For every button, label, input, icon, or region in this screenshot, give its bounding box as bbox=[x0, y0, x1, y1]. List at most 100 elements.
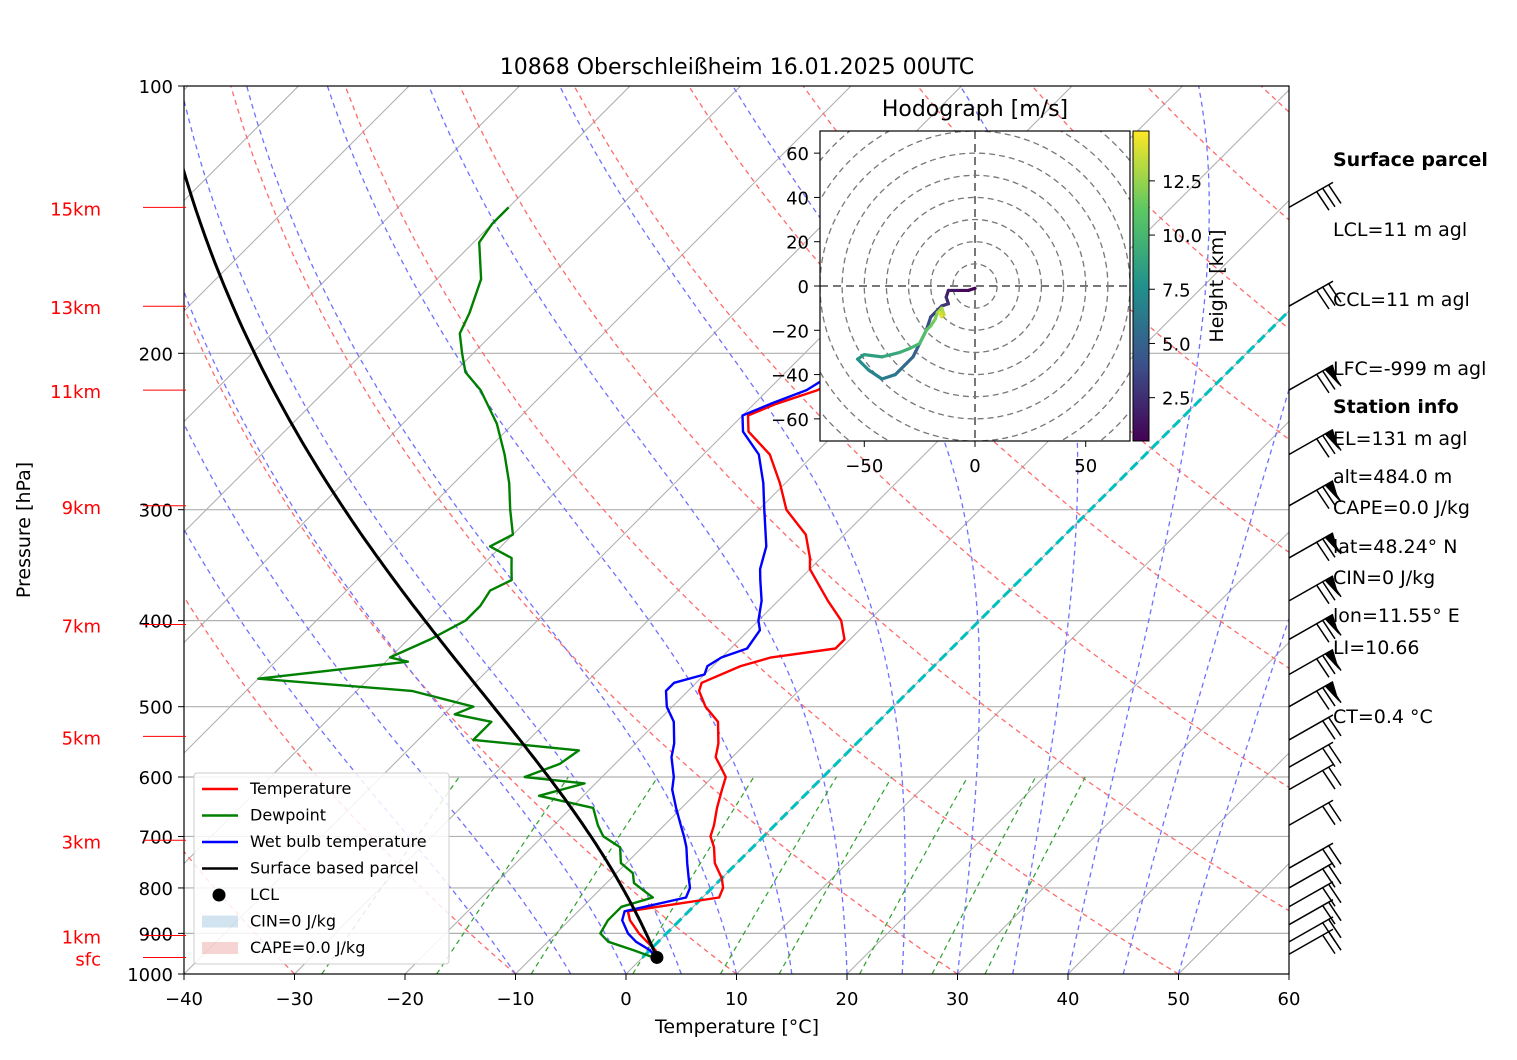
barb-line bbox=[1322, 655, 1336, 675]
hodograph-y-tick-label: −60 bbox=[771, 410, 809, 431]
freezing-level-line bbox=[641, 308, 1289, 959]
barb-line bbox=[1322, 887, 1336, 907]
barb-staff bbox=[1288, 428, 1334, 456]
x-tick-label: 50 bbox=[1167, 989, 1190, 1010]
barb-line bbox=[1328, 432, 1342, 451]
barb-staff bbox=[1288, 181, 1334, 209]
y-tick-label: 200 bbox=[139, 344, 173, 365]
barb-line bbox=[1322, 287, 1336, 307]
barb-line bbox=[1316, 623, 1330, 643]
wind-barb bbox=[1288, 480, 1342, 510]
barb-flag bbox=[1325, 480, 1339, 501]
barb-flag bbox=[1325, 365, 1339, 386]
barb-line bbox=[1328, 865, 1342, 885]
wind-barb bbox=[1288, 280, 1342, 310]
barb-line bbox=[1316, 585, 1330, 605]
colorbar bbox=[1132, 130, 1150, 442]
barb-staff bbox=[1288, 648, 1334, 676]
x-tick-label: 20 bbox=[836, 989, 859, 1010]
barb-line bbox=[1322, 371, 1336, 390]
legend-swatch-patch bbox=[202, 915, 238, 928]
wind-barb bbox=[1288, 364, 1342, 394]
barb-staff bbox=[1288, 681, 1334, 708]
wind-barb bbox=[1288, 613, 1342, 643]
wind-barb bbox=[1288, 763, 1342, 791]
isotherm-line bbox=[515, 199, 1289, 974]
barb-staff bbox=[1288, 575, 1334, 602]
si-line: lon=11.55° E bbox=[1333, 605, 1460, 628]
hodograph-x-tick-label: 0 bbox=[969, 456, 980, 477]
si-line: lat=48.24° N bbox=[1333, 535, 1458, 558]
moist-adiabat bbox=[184, 289, 627, 974]
barb-flag bbox=[1325, 681, 1339, 702]
barb-staff bbox=[1288, 280, 1334, 307]
barb-line bbox=[1322, 905, 1336, 925]
sp-line: CAPE=0.0 J/kg bbox=[1333, 497, 1470, 520]
isotherm-line bbox=[184, 86, 410, 312]
barb-line bbox=[1328, 931, 1342, 951]
barb-line bbox=[1328, 367, 1342, 387]
wind-barb bbox=[1288, 842, 1342, 869]
legend-label: CAPE=0.0 J/kg bbox=[250, 938, 365, 957]
barb-line bbox=[1322, 486, 1336, 506]
x-tick-label: 60 bbox=[1278, 989, 1301, 1010]
barb-line bbox=[1328, 283, 1342, 303]
wind-barb bbox=[1288, 428, 1342, 458]
barb-line bbox=[1328, 744, 1342, 764]
hodograph-y-tick-label: 60 bbox=[786, 144, 809, 165]
barb-flag bbox=[1325, 575, 1339, 596]
hodograph-segment bbox=[862, 353, 884, 359]
station-info-panel: Station info alt=484.0 m lat=48.24° N lo… bbox=[1333, 350, 1460, 652]
barb-line bbox=[1322, 748, 1336, 768]
barb-staff bbox=[1288, 741, 1334, 768]
legend-label: Surface based parcel bbox=[250, 859, 419, 878]
colorbar-tick-label: 10.0 bbox=[1162, 226, 1202, 247]
hodograph-bg bbox=[820, 131, 1130, 441]
hodograph-x-tick-label: 50 bbox=[1074, 456, 1097, 477]
barb-line bbox=[1328, 617, 1342, 636]
wind-barb bbox=[1288, 575, 1342, 605]
wind-barb bbox=[1288, 648, 1342, 678]
surface-parcel-panel: Surface parcel LCL=11 m agl CCL=11 m agl… bbox=[1333, 103, 1488, 753]
wind-barb bbox=[1288, 532, 1342, 562]
y-axis-label: Pressure [hPa] bbox=[13, 462, 35, 598]
y-tick-label: 900 bbox=[139, 924, 173, 945]
barb-line bbox=[1322, 687, 1336, 707]
legend-label: Dewpoint bbox=[250, 806, 326, 825]
wind-barb bbox=[1288, 181, 1342, 211]
mixing-ratio-line bbox=[859, 776, 969, 974]
wind-barb bbox=[1288, 881, 1342, 908]
barb-line bbox=[1322, 868, 1336, 888]
wind-barb bbox=[1288, 799, 1342, 826]
barb-line bbox=[1328, 919, 1342, 939]
surface-parcel-header: Surface parcel bbox=[1333, 149, 1488, 172]
barb-line bbox=[1328, 902, 1342, 922]
hodograph-ring bbox=[885, 196, 1065, 376]
isotherm-line bbox=[846, 531, 1289, 974]
isotherm-line bbox=[184, 86, 631, 533]
barb-line bbox=[1316, 691, 1330, 710]
wind-barb bbox=[1288, 681, 1342, 710]
mixing-ratio-line bbox=[436, 776, 569, 974]
hodograph-segment bbox=[918, 328, 928, 346]
isotherm-line bbox=[957, 641, 1289, 974]
legend-swatch-patch bbox=[202, 942, 238, 954]
legend-swatch-dot bbox=[212, 888, 226, 902]
x-tick-label: −20 bbox=[386, 989, 424, 1010]
mixing-ratio-line bbox=[530, 776, 659, 974]
x-tick-label: 0 bbox=[620, 989, 631, 1010]
legend-label: LCL bbox=[250, 885, 279, 904]
y-tick-label: 800 bbox=[139, 879, 173, 900]
hodograph-segment bbox=[898, 346, 913, 355]
sp-line: LFC=-999 m agl bbox=[1333, 358, 1487, 381]
x-tick-label: 40 bbox=[1057, 989, 1080, 1010]
barb-staff bbox=[1288, 613, 1334, 641]
x-axis-label: Temperature [°C] bbox=[654, 1016, 819, 1038]
barb-line bbox=[1328, 684, 1342, 704]
barb-line bbox=[1322, 935, 1336, 955]
mixing-ratio-line bbox=[931, 776, 1037, 974]
height-label: 11km bbox=[50, 382, 101, 403]
y-tick-label: 600 bbox=[139, 768, 173, 789]
barb-staff bbox=[1288, 763, 1334, 791]
